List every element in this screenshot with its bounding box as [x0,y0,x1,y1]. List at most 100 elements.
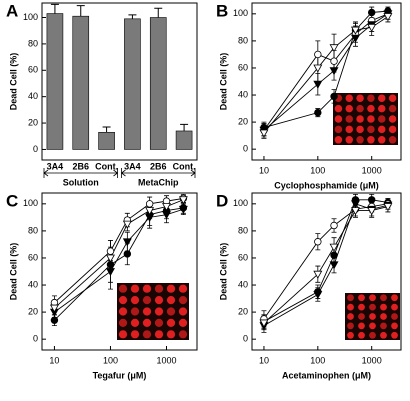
data-point [367,196,376,204]
data-point [162,211,171,220]
panel-letter: A [6,1,18,20]
cell-spot [334,115,343,123]
x-tick-label: Cont. [95,161,118,171]
cell-spot [388,115,397,123]
cell-spot [178,307,188,316]
cell-spot [378,136,386,144]
cell-spot [380,313,387,320]
data-point [330,57,338,65]
cell-spot [166,318,176,328]
x-tick-label: 3A4 [47,161,64,171]
cell-spot [130,284,140,293]
data-point [330,221,338,230]
y-axis-label: Dead Cell (%) [218,243,228,301]
data-point [350,26,360,35]
cell-spot [166,307,176,316]
data-point [122,238,132,247]
x-tick-label: 10 [49,355,59,365]
error-bar [180,123,189,131]
cell-spot [130,330,140,339]
cell-spot [154,330,164,339]
cell-spot [367,136,375,144]
cell-spot [358,322,365,330]
data-point [313,80,323,89]
cell-spot [130,307,140,316]
data-point [145,207,155,216]
panel-letter: D [216,191,228,210]
data-point [259,319,269,328]
plot-frame [251,192,402,351]
cell-spot [347,313,354,320]
cell-spot [166,284,176,293]
x-axis-label: Acetaminophen (μM) [282,370,371,380]
data-point [50,316,59,324]
y-tick-label: 0 [243,144,248,154]
y-tick-label: 80 [28,225,38,235]
cell-spot [130,318,140,328]
data-point [367,23,377,32]
cell-spot [178,318,188,328]
data-point [313,291,323,300]
data-point [178,205,188,214]
cell-spot [391,303,398,311]
x-tick-label: 10 [259,355,269,365]
cell-spot [345,115,353,123]
group-label: MetaChip [138,177,179,187]
x-tick-label: 2B6 [72,161,89,171]
cell-spot [356,125,364,134]
cell-spot [345,94,353,102]
cell-spot [118,330,128,339]
y-tick-label: 60 [238,252,248,262]
cell-spot [378,115,386,123]
y-tick-label: 40 [238,89,248,99]
cell-spot [388,94,397,102]
cell-spot [356,136,364,144]
plot-frame [41,192,198,351]
cell-spot [369,294,376,302]
y-tick-label: 60 [28,65,38,75]
data-point [313,64,323,73]
panel-letter: B [216,1,228,20]
y-axis-label: Dead Cell (%) [218,53,228,111]
cell-spot [369,322,376,330]
error-bar [128,14,137,19]
micrograph-inset [117,283,189,340]
bar [175,130,193,150]
group-bracket [120,168,196,178]
cell-spot [178,295,188,305]
cell-spot [388,125,397,134]
error-bar [50,3,59,14]
cell-spot [166,295,176,305]
cell-spot [369,331,376,339]
data-point [178,196,188,205]
cell-spot [142,295,152,305]
plot-frame [41,2,198,161]
y-tick-label: 80 [28,38,38,48]
y-tick-label: 20 [238,306,248,316]
bar [72,15,90,150]
cell-spot [345,104,353,113]
data-point [367,8,376,17]
data-point [313,270,323,279]
x-tick-label: 1000 [156,355,176,365]
cell-spot [334,136,343,144]
cell-spot [347,303,354,311]
micrograph-inset [333,93,398,145]
data-point [145,200,154,208]
y-tick-label: 40 [28,91,38,101]
cell-spot [118,295,128,305]
y-tick-label: 20 [28,117,38,127]
cell-spot [367,94,375,102]
data-point [123,250,132,258]
y-tick-label: 100 [233,198,248,208]
y-tick-label: 100 [233,8,248,18]
data-point [330,92,338,101]
cell-spot [356,104,364,113]
cell-spot [358,303,365,311]
cell-spot [380,294,387,302]
y-tick-label: 80 [238,35,248,45]
bar [46,13,64,150]
y-tick-label: 60 [28,252,38,262]
cell-spot [378,94,386,102]
